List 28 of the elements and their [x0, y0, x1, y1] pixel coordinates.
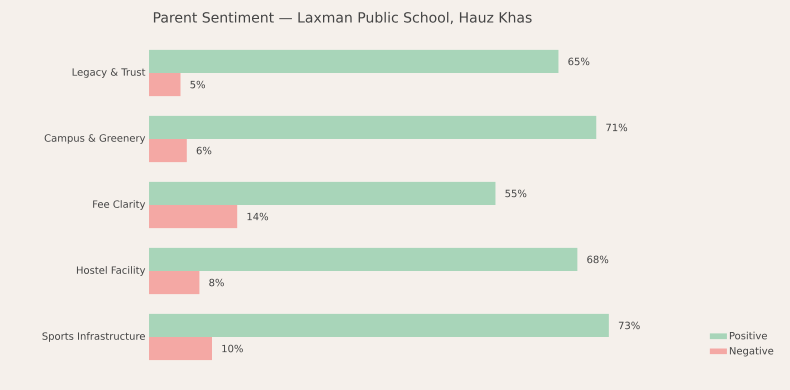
data-label: 10%	[222, 344, 243, 352]
data-label: 55%	[505, 190, 526, 198]
bar	[149, 336, 212, 360]
y-tick-label: Hostel Facility	[76, 266, 146, 276]
data-label: 73%	[618, 322, 640, 330]
legend-label: Negative	[730, 346, 774, 356]
bar	[149, 314, 609, 337]
bar	[149, 204, 238, 228]
data-label: 14%	[247, 212, 268, 220]
data-label: 65%	[568, 58, 590, 66]
chart-title: Parent Sentiment — Laxman Public School, Hauz Khas	[154, 12, 532, 24]
legend-label: Positive	[730, 332, 767, 340]
data-label: 6%	[196, 146, 212, 154]
y-tick-label: Campus & Greenery	[44, 134, 146, 144]
bar	[149, 270, 200, 294]
data-label: 68%	[587, 256, 608, 264]
bar	[149, 116, 596, 139]
bar	[149, 182, 496, 205]
data-label: 8%	[209, 278, 224, 286]
y-tick-label: Fee Clarity	[93, 200, 146, 210]
y-tick-label: Sports Infrastructure	[42, 332, 145, 342]
bar	[149, 139, 187, 162]
data-label: 71%	[606, 124, 628, 132]
bar	[149, 50, 558, 73]
bar	[149, 73, 181, 96]
data-label: 5%	[190, 80, 206, 88]
bar	[149, 248, 578, 271]
y-tick-label: Legacy & Trust	[72, 68, 146, 78]
